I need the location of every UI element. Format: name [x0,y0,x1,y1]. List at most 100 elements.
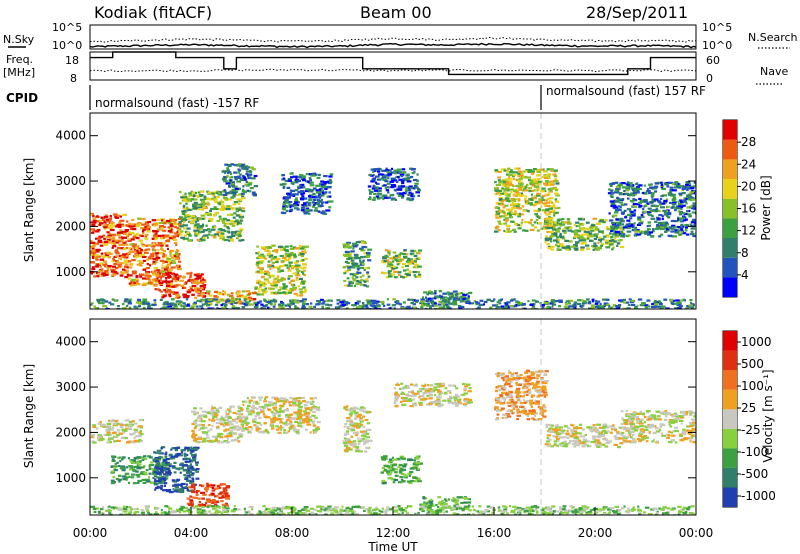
heatmap-cell [401,266,404,269]
heatmap-cell [103,226,107,229]
heatmap-cell [157,234,162,237]
heatmap-cell [143,465,146,468]
heatmap-cell [550,207,554,210]
heatmap-cell [544,204,549,207]
heatmap-cell [190,450,195,453]
heatmap-cell [138,438,142,442]
heatmap-cell [137,465,140,468]
heatmap-cell [132,469,136,472]
heatmap-cell [203,217,206,220]
heatmap-cell [285,288,288,291]
heatmap-cell [307,203,311,206]
heatmap-cell [429,300,433,303]
heatmap-cell [120,272,125,275]
heatmap-cell [259,282,264,285]
heatmap-cell [619,201,624,204]
heatmap-cell [131,459,136,462]
heatmap-cell [292,253,296,256]
heatmap-cell [413,185,418,188]
heatmap-cell [549,226,553,229]
heatmap-cell [646,190,651,193]
heatmap-cell [452,290,458,293]
heatmap-cell [499,194,502,197]
heatmap-cell [681,189,684,192]
heatmap-cell [222,177,227,180]
heatmap-cell [308,196,313,199]
heatmap-cell [549,235,555,238]
heatmap-cell [437,303,442,306]
heatmap-cell [298,176,303,179]
heatmap-cell [288,261,293,264]
heatmap-cell [190,473,194,476]
heatmap-cell [254,287,257,290]
heatmap-cell [292,175,298,178]
heatmap-cell [189,463,192,466]
heatmap-cell [346,253,351,256]
heatmap-cell [571,304,576,307]
heatmap-cell [136,245,140,248]
heatmap-cell [303,249,306,252]
heatmap-cell [349,252,352,255]
heatmap-cell [497,220,501,223]
heatmap-cell [133,436,136,439]
heatmap-cell [511,171,516,174]
heatmap-cell [534,200,539,203]
heatmap-cell [177,228,180,232]
heatmap-cell [166,303,172,306]
station-title: Kodiak (fitACF) [94,3,212,22]
heatmap-cell [201,280,207,283]
heatmap-cell [115,255,119,258]
heatmap-cell [98,235,104,238]
heatmap-cell [393,270,399,273]
heatmap-cell [146,302,151,305]
heatmap-cell [180,451,183,454]
heatmap-cell [626,219,631,222]
heatmap-cell [605,242,610,245]
heatmap-cell [609,232,612,235]
heatmap-cell [397,176,400,179]
heatmap-cell [619,234,623,237]
heatmap-cell [604,239,609,242]
heatmap-cell [134,256,138,259]
heatmap-cell [635,191,640,194]
heatmap-cell [185,298,189,301]
heatmap-cell [189,275,192,278]
heatmap-cell [677,182,680,185]
heatmap-cell [206,299,209,302]
heatmap-cell [165,451,168,454]
heatmap-cell [240,207,245,210]
heatmap-cell [679,185,683,188]
heatmap-cell [434,302,437,305]
heatmap-cell [649,186,653,189]
heatmap-cell [602,298,607,301]
heatmap-cell [404,264,409,268]
heatmap-cell [289,210,292,213]
heatmap-cell [242,185,245,188]
heatmap-cell [138,239,143,242]
heatmap-cell [423,303,428,306]
heatmap-cell [395,300,400,303]
heatmap-cell [170,455,175,458]
heatmap-cell [560,221,564,224]
heatmap-cell [174,252,179,255]
heatmap-cell [154,237,158,241]
heatmap-cell [392,257,397,261]
heatmap-cell [159,221,164,225]
heatmap-cell [256,279,261,282]
heatmap-cell [176,295,180,298]
heatmap-cell [624,216,628,219]
heatmap-cell [324,212,327,215]
heatmap-cell [618,222,622,225]
heatmap-cell [160,470,164,473]
heatmap-cell [678,213,683,216]
heatmap-cell [224,504,229,507]
heatmap-cell [235,207,239,210]
heatmap-cell [192,478,195,481]
heatmap-cell [294,189,299,192]
heatmap-cell [523,307,527,309]
heatmap-cell [578,223,583,226]
heatmap-cell [140,234,144,238]
heatmap-cell [145,301,150,304]
heatmap-cell [667,216,671,219]
heatmap-cell [465,301,471,304]
